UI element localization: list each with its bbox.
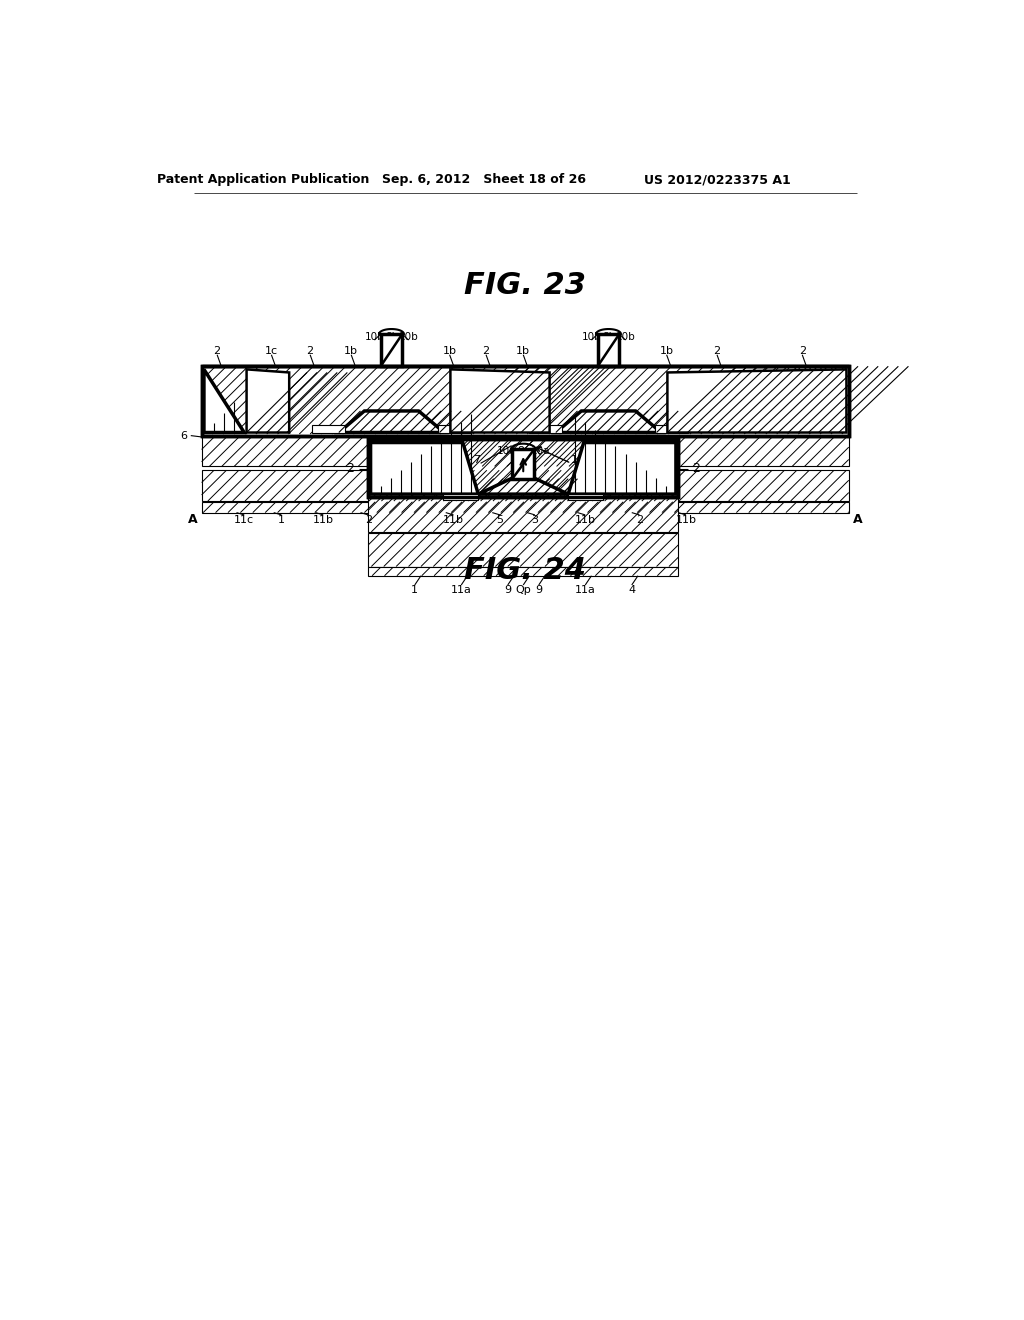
Text: 1b: 1b [659, 346, 674, 356]
Text: Patent Application Publication: Patent Application Publication [158, 173, 370, 186]
Bar [529, 425, 562, 433]
Text: 11b: 11b [312, 515, 334, 524]
Text: 2: 2 [714, 346, 721, 356]
Bar [202, 470, 849, 502]
Bar [202, 502, 849, 512]
Bar [512, 449, 535, 479]
Bar [438, 425, 471, 433]
Text: 10b: 10b [615, 333, 636, 342]
Text: 8b: 8b [385, 333, 398, 342]
Bar [202, 367, 849, 436]
Text: 5: 5 [497, 515, 504, 524]
Bar [369, 440, 678, 498]
Text: 8b: 8b [602, 333, 615, 342]
Bar [369, 440, 678, 498]
Bar [443, 494, 478, 500]
Polygon shape [668, 370, 847, 433]
Polygon shape [371, 442, 478, 494]
Text: 11b: 11b [443, 515, 464, 524]
Polygon shape [478, 479, 568, 494]
Bar [369, 568, 678, 576]
Text: 2: 2 [306, 346, 313, 356]
Polygon shape [204, 370, 245, 433]
Polygon shape [247, 370, 289, 433]
Text: 2: 2 [365, 515, 372, 524]
Bar [369, 532, 678, 566]
Text: 11c: 11c [234, 515, 254, 524]
Polygon shape [556, 411, 662, 433]
Text: 11a: 11a [451, 585, 472, 594]
Text: 1b: 1b [442, 346, 457, 356]
Polygon shape [568, 442, 676, 494]
Bar [598, 334, 620, 367]
Text: 3: 3 [531, 515, 539, 524]
Text: 10b: 10b [582, 333, 601, 342]
Text: 1b: 1b [516, 346, 530, 356]
Text: A: A [853, 513, 863, 527]
Text: 1a: 1a [570, 455, 585, 465]
Bar [568, 494, 603, 500]
Text: 2: 2 [636, 515, 643, 524]
Text: 6: 6 [180, 430, 187, 441]
Text: 8a: 8a [517, 446, 529, 455]
Text: 9: 9 [504, 585, 511, 594]
Text: 1: 1 [278, 515, 285, 524]
Bar [369, 498, 678, 532]
Text: 4: 4 [628, 585, 635, 594]
Text: 11b: 11b [676, 515, 696, 524]
Text: 2: 2 [482, 346, 489, 356]
Text: 7: 7 [473, 455, 480, 465]
Text: A: A [187, 513, 198, 527]
Text: 9: 9 [536, 585, 543, 594]
Text: Qp: Qp [515, 585, 531, 594]
Text: FIG. 23: FIG. 23 [464, 271, 586, 300]
Text: 2: 2 [692, 462, 700, 475]
Text: 11b: 11b [574, 515, 596, 524]
Bar [312, 425, 345, 433]
Text: US 2012/0223375 A1: US 2012/0223375 A1 [644, 173, 791, 186]
Text: Sep. 6, 2012   Sheet 18 of 26: Sep. 6, 2012 Sheet 18 of 26 [383, 173, 587, 186]
Text: 1c: 1c [265, 346, 278, 356]
Bar [202, 437, 849, 466]
Text: 10b: 10b [398, 333, 419, 342]
Text: 2: 2 [346, 462, 354, 475]
Text: 10b: 10b [365, 333, 384, 342]
Text: 1: 1 [412, 585, 418, 594]
Text: 2: 2 [799, 346, 806, 356]
Bar [202, 367, 849, 436]
Bar [381, 334, 402, 367]
Text: 2: 2 [214, 346, 221, 356]
Text: 1b: 1b [344, 346, 358, 356]
Text: FIG. 24: FIG. 24 [464, 556, 586, 585]
Text: 10a: 10a [497, 446, 516, 455]
Text: 11a: 11a [574, 585, 596, 594]
Text: 10a: 10a [530, 446, 550, 455]
Bar [655, 425, 687, 433]
Polygon shape [451, 370, 550, 433]
Polygon shape [339, 411, 444, 433]
